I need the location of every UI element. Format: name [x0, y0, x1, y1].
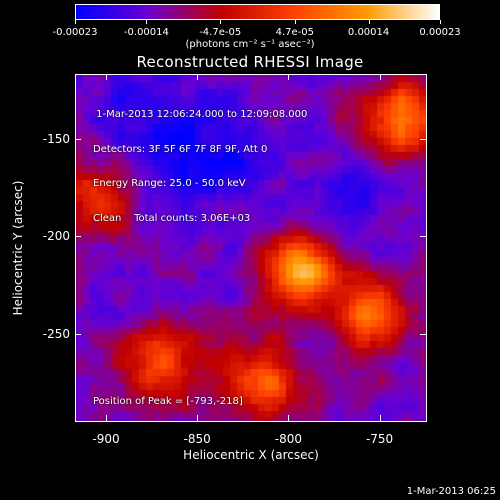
footer-timestamp: 1-Mar-2013 06:25 [406, 486, 496, 497]
y-tick-label: -250 [42, 327, 70, 342]
x-tick-label: -750 [365, 432, 394, 446]
colorbar [75, 4, 440, 20]
colorbar-tick-mark [294, 20, 296, 24]
x-tick-label: -900 [92, 432, 120, 446]
x-tick-mark [379, 415, 381, 421]
y-tick-mark [75, 334, 81, 336]
y-tick-label: -200 [42, 229, 70, 244]
colorbar-tick-label: 4.7e-05 [275, 27, 314, 38]
colorbar-tick-mark [440, 20, 441, 24]
y-tick-mark [75, 236, 81, 238]
x-tick-mark [197, 415, 199, 421]
colorbar-tick-mark [368, 20, 370, 24]
y-tick-mark [75, 138, 81, 140]
peak-position-label: Position of Peak = [-793,-218] [93, 396, 243, 407]
x-tick-mark [106, 74, 107, 80]
y-tick-mark [420, 236, 426, 238]
y-tick-label: -150 [42, 131, 70, 146]
x-tick-mark [379, 74, 381, 80]
info-line-counts: Clean Total counts: 3.06E+03 [93, 212, 251, 224]
x-tick-mark [197, 74, 199, 80]
colorbar-tick-mark [75, 20, 76, 24]
colorbar-tick-mark [146, 20, 148, 24]
observation-info: 1-Mar-2013 12:06:24.000 to 12:09:08.000 … [93, 86, 307, 236]
info-line-time: 1-Mar-2013 12:06:24.000 to 12:09:08.000 [93, 109, 308, 120]
x-tick-mark [106, 415, 107, 421]
x-tick-mark [288, 415, 290, 421]
info-line-detectors: Detectors: 3F 5F 6F 7F 8F 9F, Att 0 [93, 143, 268, 155]
info-line-energy: Energy Range: 25.0 - 50.0 keV [93, 178, 246, 189]
image-plot-area [75, 74, 427, 422]
colorbar-tick-label: -0.00023 [52, 27, 98, 38]
x-tick-label: -800 [274, 432, 302, 446]
plot-title: Reconstructed RHESSI Image [136, 53, 364, 71]
x-axis-label: Heliocentric X (arcsec) [183, 448, 319, 462]
colorbar-units: (photons cm⁻² s⁻¹ asec⁻²) [185, 39, 315, 50]
x-tick-label: -850 [183, 432, 211, 446]
y-axis-label: Heliocentric Y (arcsec) [11, 180, 25, 316]
colorbar-tick-label: 0.00023 [419, 27, 461, 38]
colorbar-tick-label: -4.7e-05 [199, 27, 242, 38]
colorbar-tick-label: 0.00014 [347, 27, 390, 38]
x-tick-mark [288, 74, 290, 80]
y-tick-mark [420, 334, 426, 336]
colorbar-tick-label: -0.00014 [123, 27, 169, 38]
y-tick-mark [420, 138, 426, 140]
colorbar-tick-mark [220, 20, 222, 24]
rhessi-heatmap [76, 75, 426, 421]
